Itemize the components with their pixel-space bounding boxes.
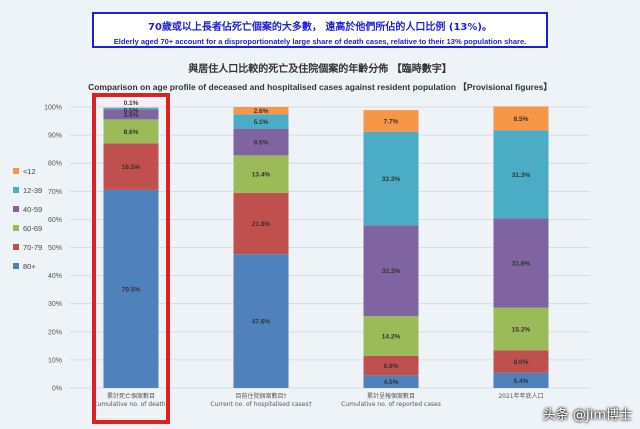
- bar-segment: [233, 114, 289, 129]
- bar-segment: [363, 131, 419, 226]
- legend-swatch: [13, 225, 19, 231]
- data-label: 5.4%: [514, 378, 529, 385]
- data-label: 9.5%: [254, 139, 269, 146]
- data-label: 0.1%: [124, 100, 139, 107]
- bar-segment: [493, 372, 549, 388]
- y-tick-label: 0%: [52, 386, 62, 393]
- legend-label: 60-69: [23, 224, 42, 233]
- bar-segment: [103, 189, 159, 388]
- data-label: 8.5%: [514, 116, 529, 123]
- bars: 70.5% 16.5% 8.6% 3.6% 47.6% 21.8% 13.4% 9.5% 5.1…: [103, 100, 549, 388]
- legend-label: <12: [23, 167, 36, 176]
- legend-swatch: [13, 168, 19, 174]
- y-axis: 0% 10% 20% 30% 40% 50% 60% 70% 80% 90% 100%: [44, 105, 62, 393]
- bar-segment: [103, 119, 159, 144]
- data-label: 31.3%: [512, 172, 531, 179]
- y-tick-label: 70%: [48, 189, 62, 196]
- y-tick-label: 40%: [48, 273, 62, 280]
- bar-segment: [493, 106, 549, 131]
- data-label: 8.0%: [514, 359, 529, 366]
- category-label-zh: 2021年年底人口: [498, 392, 543, 400]
- bar-segment: [493, 307, 549, 351]
- y-tick-label: 80%: [48, 161, 62, 168]
- y-tick-label: 60%: [48, 217, 62, 224]
- category-label-zh: 累計呈報個案數目: [367, 392, 415, 400]
- category-label-zh: 目前住院個案數目†: [235, 392, 286, 400]
- data-label: 8.6%: [124, 129, 139, 136]
- data-label: 32.3%: [382, 268, 401, 275]
- chart-title-zh: 與居住人口比較的死亡及住院個案的年齡分佈 【臨時數字】: [188, 64, 452, 75]
- y-tick-label: 100%: [44, 105, 62, 112]
- data-label: 7.7%: [384, 118, 399, 125]
- legend-swatch: [13, 187, 19, 193]
- y-tick-label: 90%: [48, 133, 62, 140]
- y-tick-label: 20%: [48, 329, 62, 336]
- legend: <12 12-39 40-59 60-69 70-79 80+: [13, 167, 42, 271]
- data-label: 21.8%: [252, 221, 271, 228]
- data-label: 31.8%: [512, 260, 531, 267]
- category-label-zh: 累計死亡個案數目: [107, 392, 155, 400]
- bar-segment: [493, 350, 549, 373]
- y-tick-label: 50%: [48, 245, 62, 252]
- highlight-rectangle: [92, 93, 170, 424]
- watermark: 头条 @Jim博士: [542, 408, 632, 423]
- bar-segment: [233, 254, 289, 388]
- bar-segment: [363, 355, 419, 376]
- data-label: 4.5%: [384, 379, 399, 386]
- legend-label: 40-59: [23, 205, 42, 214]
- chart-title-en: Comparison on age profile of deceased an…: [88, 82, 552, 92]
- data-label: 14.2%: [382, 334, 401, 341]
- y-tick-label: 30%: [48, 301, 62, 308]
- notice-en: Elderly aged 70+ account for a dispropor…: [113, 37, 527, 46]
- bar-segment: [233, 128, 289, 156]
- data-label: 15.2%: [512, 326, 531, 333]
- notice-box: 70歲或以上長者佔死亡個案的大多數， 遠高於他們所佔的人口比例 (13%)。 E…: [92, 12, 548, 48]
- data-label: 47.6%: [252, 319, 271, 326]
- legend-swatch: [13, 244, 19, 250]
- data-label: 70.5%: [122, 286, 141, 293]
- legend-swatch: [13, 263, 19, 269]
- legend-label: 70-79: [23, 243, 42, 252]
- category-label-en: Cumulative no. of reported cases: [341, 401, 441, 408]
- data-label: 33.3%: [382, 176, 401, 183]
- y-tick-label: 10%: [48, 357, 62, 364]
- data-label: 6.9%: [384, 363, 399, 370]
- legend-swatch: [13, 206, 19, 212]
- data-label: 0.5%: [124, 108, 139, 115]
- data-label: 13.4%: [252, 172, 271, 179]
- bar-segment: [103, 109, 159, 120]
- highlight-box: [92, 93, 170, 424]
- bar-segment: [363, 110, 419, 132]
- bar-segment: [103, 143, 159, 190]
- category-label-en: Current no. of hospitalised cases†: [210, 401, 311, 408]
- category-label-en: Cumulative no. of deaths: [93, 401, 168, 408]
- data-label: 3.6%: [124, 112, 139, 119]
- bar-segment: [233, 192, 289, 255]
- notice-zh: 70歲或以上長者佔死亡個案的大多數， 遠高於他們所佔的人口比例 (13%)。: [148, 22, 492, 33]
- bar-segment: [363, 316, 419, 356]
- bar-segment: [363, 375, 419, 388]
- legend-label: 80+: [23, 262, 36, 271]
- bar-segment: [233, 107, 289, 115]
- data-label: 16.5%: [122, 164, 141, 171]
- bar-segment: [363, 225, 419, 317]
- bar-segment: [493, 218, 549, 308]
- bar-segment: [493, 130, 549, 219]
- bar-segment: [103, 107, 159, 110]
- bar-segment: [233, 155, 289, 193]
- data-label: 2.6%: [254, 108, 269, 115]
- legend-label: 12-39: [23, 186, 42, 195]
- data-label: 5.1%: [254, 119, 269, 126]
